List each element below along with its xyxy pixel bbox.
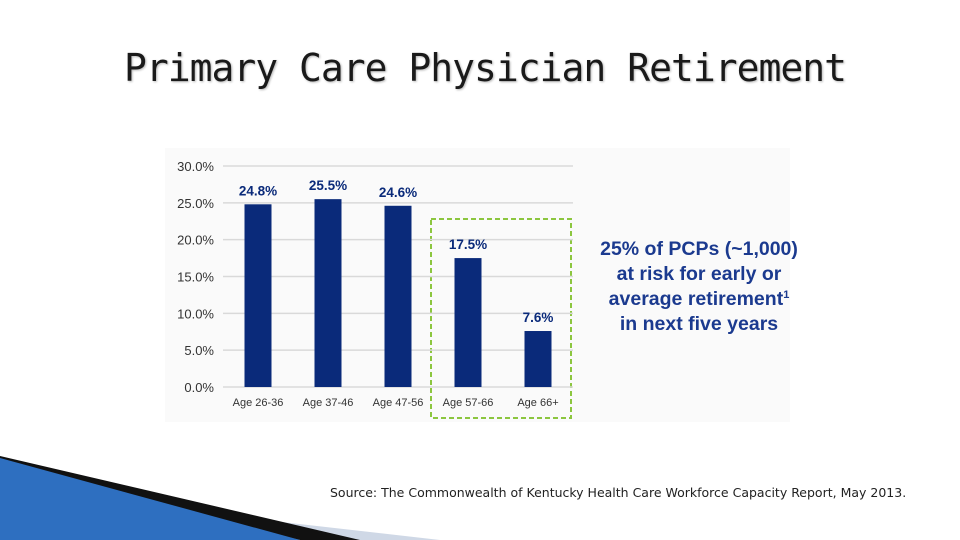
highlight-box [430,218,572,419]
callout-text: 25% of PCPs (~1,000) at risk for early o… [600,238,798,310]
slide-title: Primary Care Physician Retirement [124,46,847,90]
bar-value-label: 24.6% [379,185,417,200]
bar-value-label: 24.8% [239,183,277,198]
source-citation: Source: The Commonwealth of Kentucky Hea… [330,485,907,500]
x-category-label: Age 37-46 [303,397,354,409]
x-category-label: Age 47-56 [373,397,424,409]
y-tick-label: 30.0% [177,159,214,174]
y-tick-label: 25.0% [177,196,214,211]
y-tick-label: 10.0% [177,306,214,321]
bar [314,199,342,387]
x-category-label: Age 66+ [517,397,558,409]
x-category-label: Age 26-36 [233,397,284,409]
callout-text-tail: in next five years [619,313,779,335]
x-category-label: Age 57-66 [443,397,494,409]
risk-callout: 25% of PCPs (~1,000) at risk for early o… [598,237,800,337]
bar-value-label: 7.6% [523,310,554,325]
corner-swoosh-decoration [0,456,440,540]
bar [244,204,272,387]
swoosh-dark-stripe [0,456,360,540]
footnote-marker: 1 [783,289,790,301]
y-tick-label: 5.0% [184,343,214,358]
bar-value-label: 25.5% [309,178,347,193]
bar [454,258,482,387]
y-tick-label: 15.0% [177,270,214,285]
bar-chart: 0.0% 5.0% 10.0% 15.0% 20.0% 25.0% 30.0% 24.8% Ag… [165,148,790,422]
bar-chart-svg: 0.0% 5.0% 10.0% 15.0% 20.0% 25.0% 30.0% 24.8% Ag… [177,159,573,419]
y-tick-label: 20.0% [177,233,214,248]
swoosh-blue-wedge [0,458,300,540]
bar-value-label: 17.5% [449,237,487,252]
bar [384,205,412,387]
bar [524,331,552,387]
y-tick-label: 0.0% [184,380,214,395]
